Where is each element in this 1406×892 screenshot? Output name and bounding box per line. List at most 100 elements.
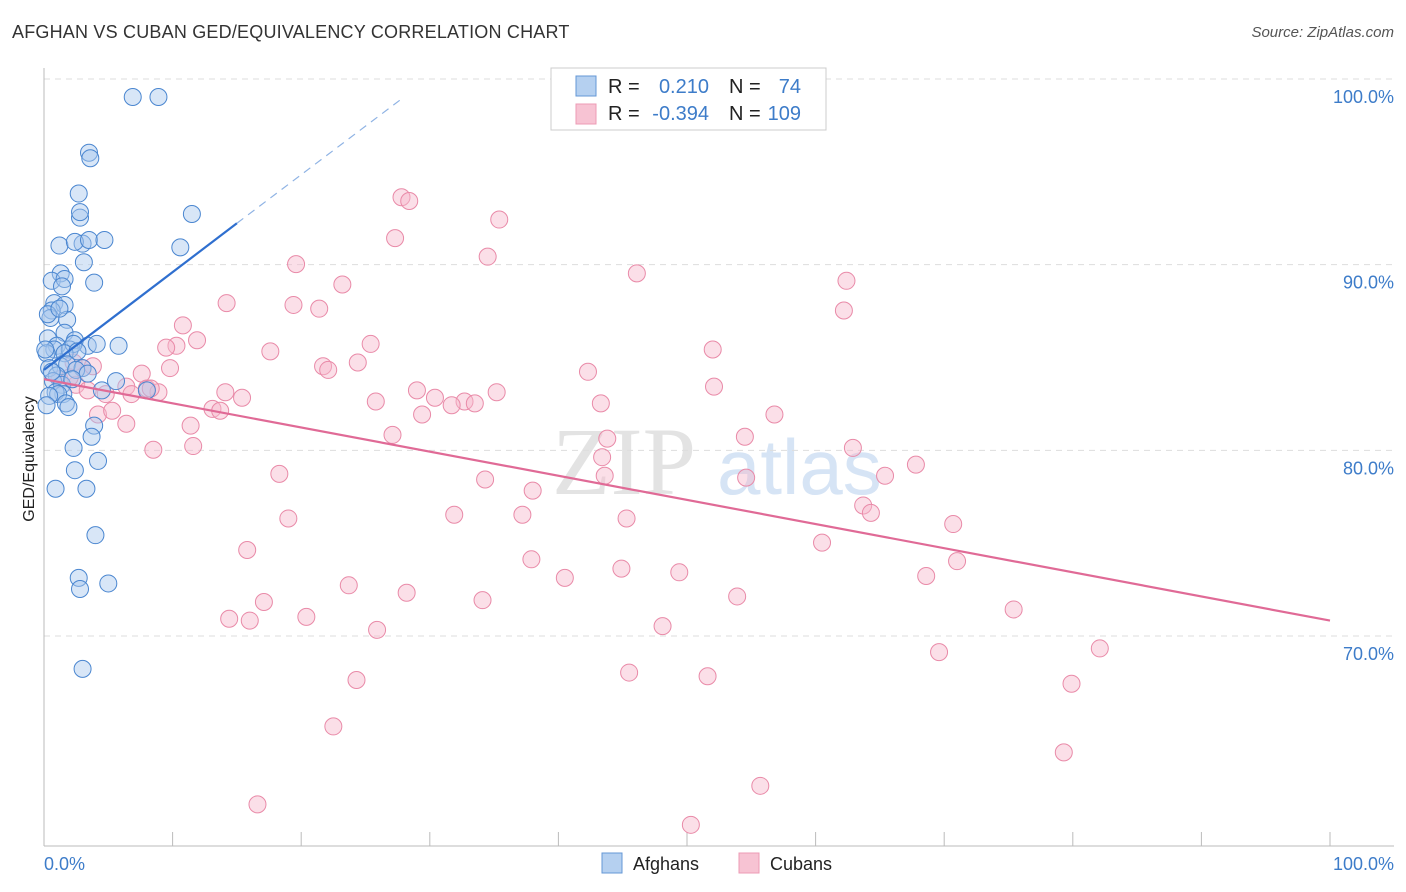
stats-legend: R = 0.210 N = 74 R = -0.394 N = 109	[550, 67, 827, 131]
cuban-point-65	[737, 468, 756, 487]
afghan-point-13	[171, 238, 190, 257]
cuban-point-94	[930, 643, 949, 662]
y-axis-label: GED/Equivalency	[21, 396, 38, 521]
cuban-point-76	[238, 541, 257, 560]
afghan-point-70	[36, 340, 55, 359]
cuban-point-87	[473, 591, 492, 610]
cuban-point-12	[834, 301, 853, 320]
cuban-point-88	[297, 607, 316, 626]
cuban-point-17	[261, 342, 280, 361]
chart-title: AFGHAN VS CUBAN GED/EQUIVALENCY CORRELAT…	[12, 22, 570, 42]
cuban-point-6	[627, 264, 646, 283]
afghan-point-5	[71, 208, 90, 227]
cuban-point-99	[1062, 674, 1081, 693]
afghan-point-34	[87, 334, 106, 353]
cuban-point-16	[157, 338, 176, 357]
series-legend-label-cubans: Cubans	[770, 854, 832, 874]
cuban-point-40	[425, 388, 444, 407]
afghan-point-9	[50, 236, 69, 255]
afghan-trend-line	[43, 222, 238, 371]
cuban-point-108	[465, 394, 484, 413]
cuban-point-61	[906, 455, 925, 474]
legend-r-value-afghans: 0.210	[659, 76, 709, 98]
cuban-point-53	[181, 416, 200, 435]
cuban-point-30	[705, 377, 724, 396]
afghan-point-50	[49, 385, 68, 404]
afghan-point-43	[78, 364, 97, 383]
cuban-point-22	[319, 360, 338, 379]
cuban-point-83	[555, 568, 574, 587]
afghan-point-61	[65, 461, 84, 480]
source-credit: Source: ZipAtlas.com	[1251, 24, 1394, 41]
cuban-point-18	[361, 334, 380, 353]
cuban-point-56	[735, 427, 754, 446]
afghan-point-58	[82, 427, 101, 446]
cuban-point-64	[595, 466, 614, 485]
afghan-point-55	[37, 396, 56, 415]
cuban-point-42	[487, 383, 506, 402]
cuban-point-78	[948, 552, 967, 571]
afghan-point-41	[73, 359, 92, 378]
cuban-point-58	[593, 448, 612, 467]
cuban-point-95	[1090, 639, 1109, 658]
cuban-point-96	[620, 663, 639, 682]
afghan-point-2	[80, 143, 99, 162]
cuban-point-14	[188, 331, 207, 350]
cuban-point-7	[837, 271, 856, 290]
stats-legend-box	[550, 67, 827, 131]
series-legend: Afghans Cubans	[601, 852, 832, 874]
cuban-point-21	[348, 353, 367, 372]
cuban-point-45	[591, 394, 610, 413]
cuban-point-91	[653, 617, 672, 636]
afghan-point-10	[65, 232, 84, 251]
cuban-point-100	[324, 717, 343, 736]
afghan-point-6	[71, 203, 90, 222]
afghan-point-19	[53, 277, 72, 296]
legend-n-label-afghans: N =	[729, 76, 761, 98]
y-tick-label-100: 100.0%	[1333, 87, 1394, 107]
cuban-point-63	[476, 470, 495, 489]
afghan-point-60	[89, 451, 108, 470]
cuban-point-102	[248, 795, 267, 814]
cuban-point-54	[383, 425, 402, 444]
afghan-point-14	[74, 253, 93, 272]
cuban-point-39	[407, 381, 426, 400]
legend-r-label-afghans: R =	[608, 76, 640, 98]
legend-n-value-afghans: 74	[779, 76, 801, 98]
afghan-point-11	[80, 230, 99, 249]
afghan-point-3	[81, 149, 100, 168]
cuban-point-73	[617, 509, 636, 528]
afghan-point-56	[59, 398, 78, 417]
cuban-point-29	[578, 362, 597, 381]
cuban-point-52	[117, 414, 136, 433]
cuban-point-104	[681, 815, 700, 834]
watermark-atlas: atlas	[717, 423, 882, 511]
legend-n-label-cubans: N =	[729, 103, 761, 125]
cuban-point-101	[1054, 743, 1073, 762]
afghan-point-27	[38, 329, 57, 348]
cuban-trend-line	[43, 378, 1331, 622]
legend-n-value-cubans: 109	[768, 103, 801, 125]
afghan-point-64	[86, 526, 105, 545]
afghan-point-1	[149, 88, 168, 106]
trend-lines	[43, 96, 1331, 622]
watermark-zip: ZIP	[552, 408, 696, 515]
cuban-point-74	[944, 515, 963, 534]
afghan-point-69	[38, 305, 57, 324]
cuban-point-71	[445, 505, 464, 524]
cuban-point-79	[612, 559, 631, 578]
cuban-point-103	[751, 776, 770, 795]
cuban-point-98	[347, 670, 366, 689]
series-legend-swatch-afghans	[601, 852, 623, 874]
cuban-point-19	[703, 340, 722, 359]
x-tick-label-min: 0.0%	[44, 854, 85, 874]
cuban-point-3	[386, 229, 405, 248]
cuban-point-93	[368, 620, 387, 639]
cuban-point-32	[233, 388, 252, 407]
cuban-point-9	[217, 294, 236, 313]
cuban-point-13	[173, 316, 192, 335]
cuban-point-48	[765, 405, 784, 424]
cuban-point-84	[339, 576, 358, 595]
cuban-point-70	[513, 505, 532, 524]
